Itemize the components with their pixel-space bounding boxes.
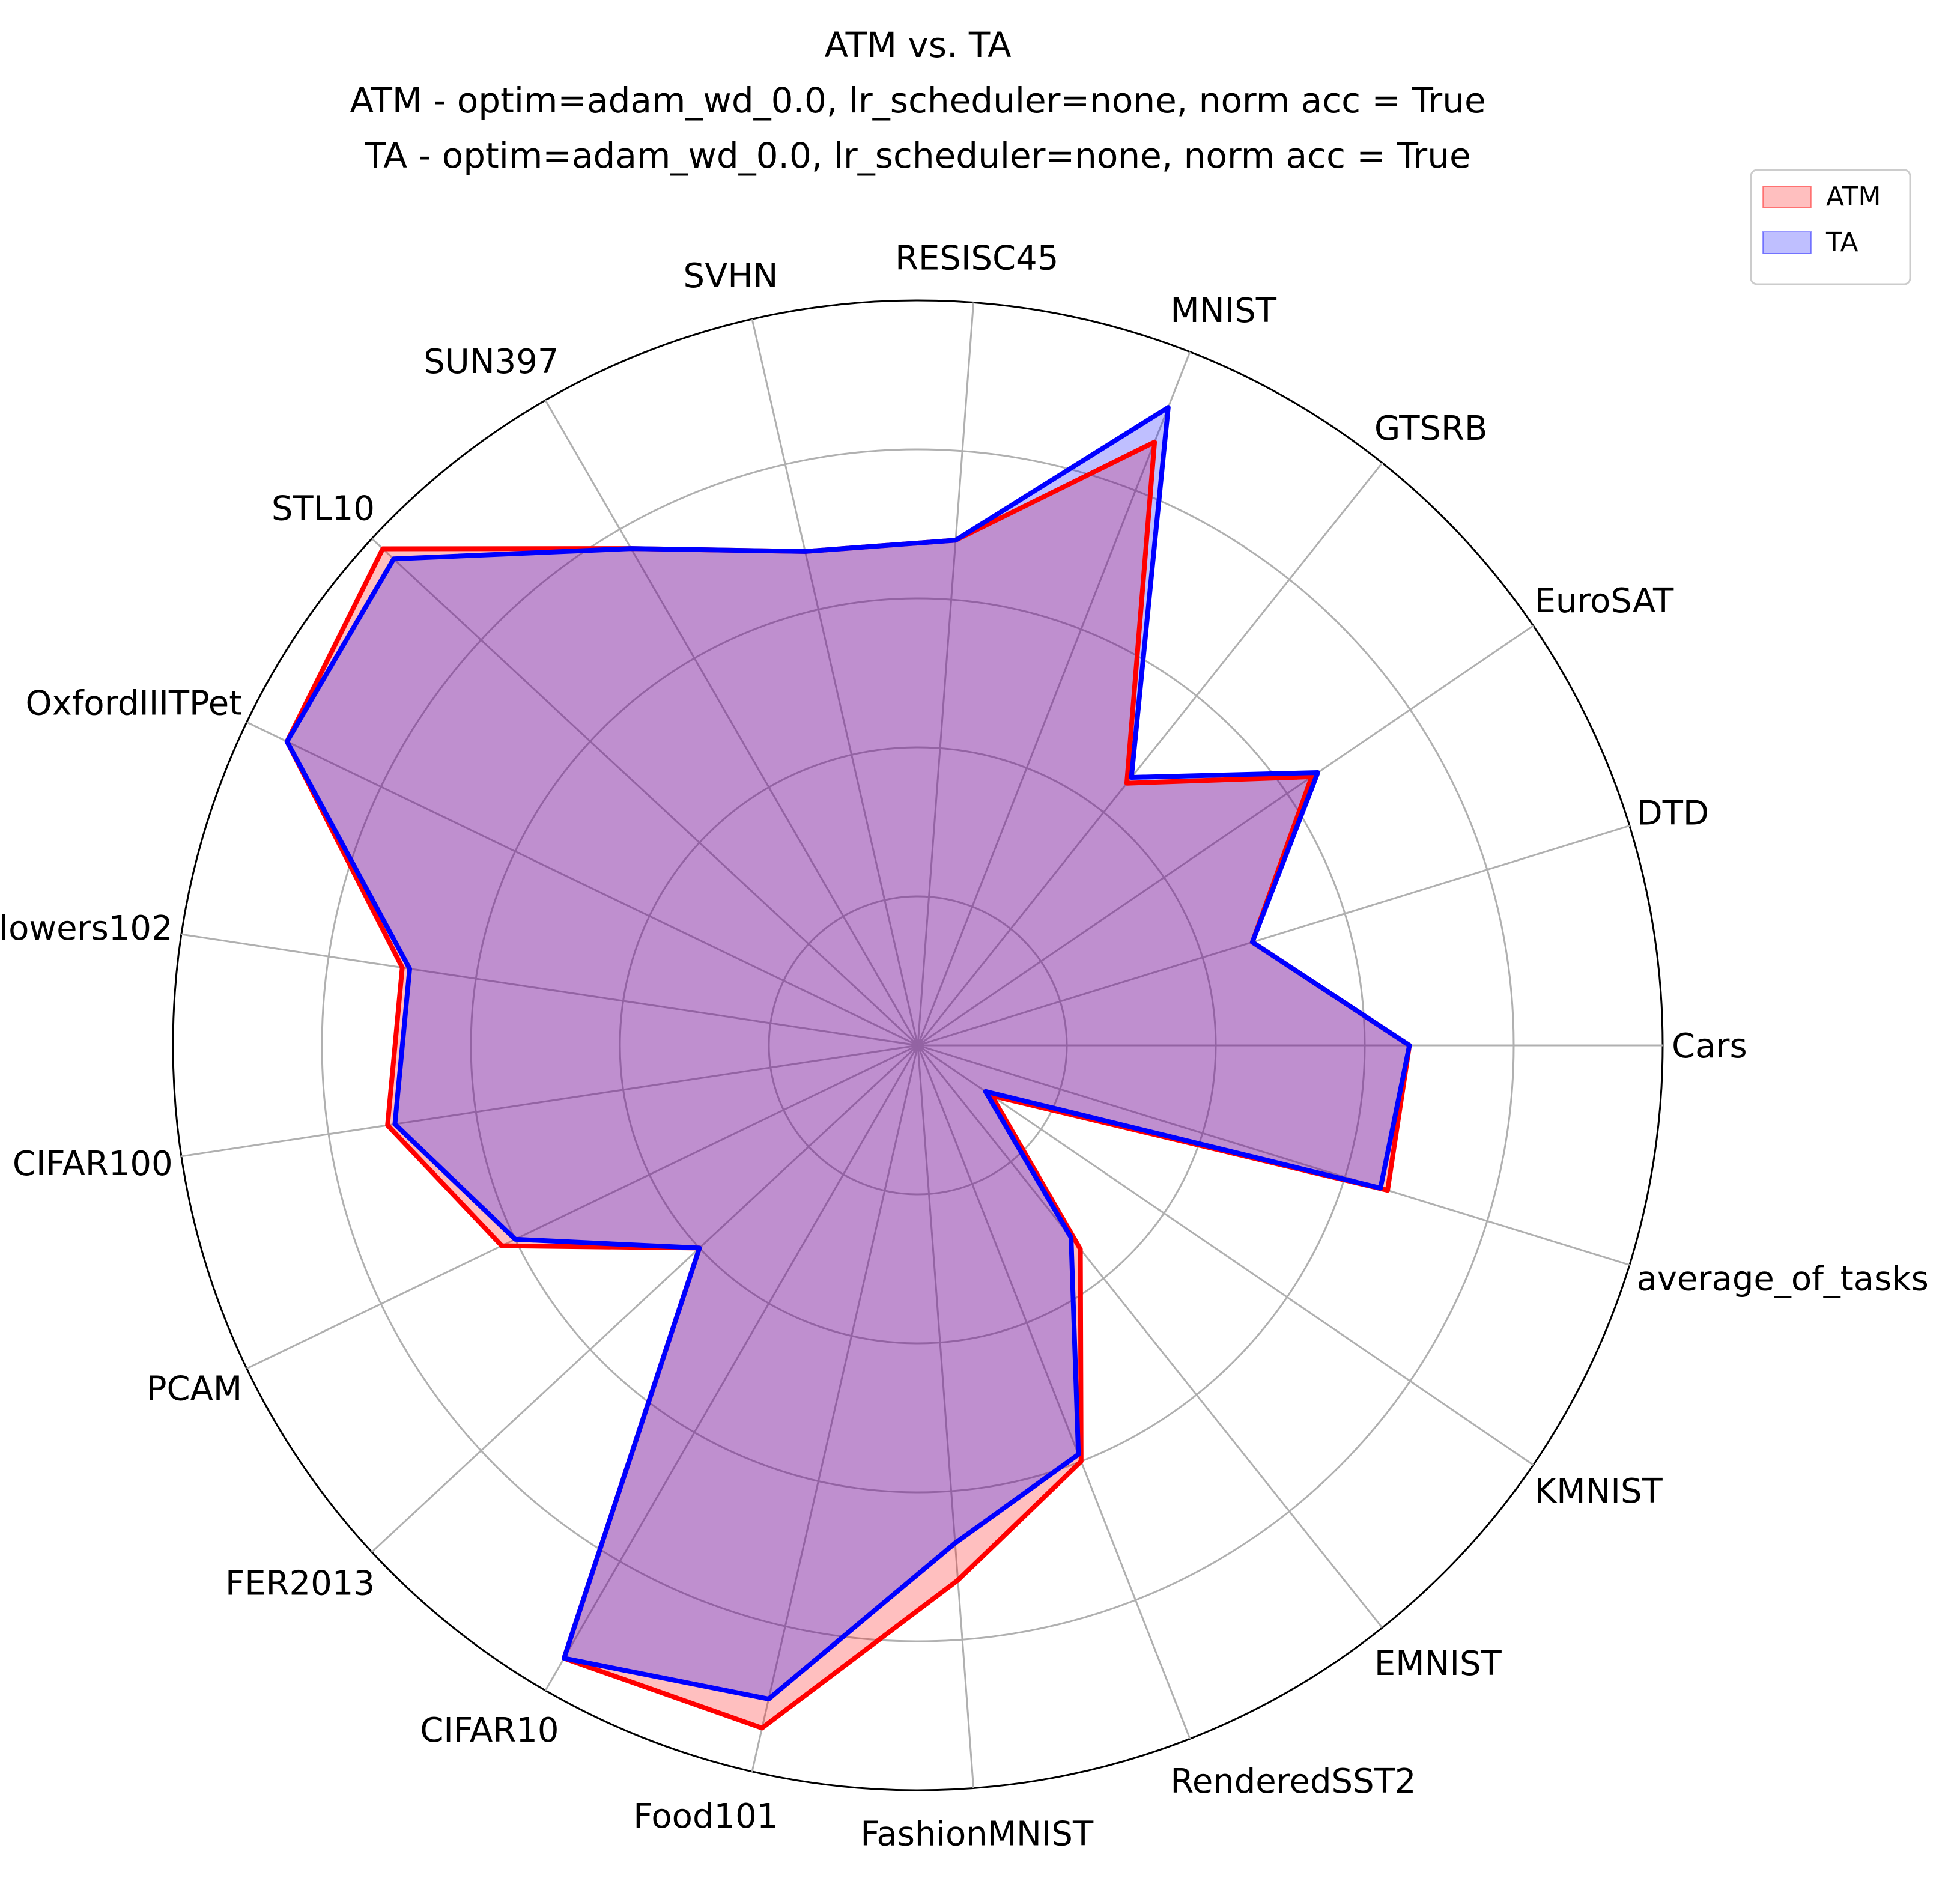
legend-swatch-ta <box>1762 231 1812 254</box>
grid-spoke <box>246 1044 918 1370</box>
legend: ATM TA <box>1750 169 1911 285</box>
grid-spoke <box>544 1045 919 1691</box>
grid-spoke <box>246 721 918 1047</box>
category-label: FER2013 <box>225 1564 375 1603</box>
grid-spoke <box>917 1044 1534 1466</box>
category-label: DTD <box>1637 794 1709 833</box>
grid-spoke <box>917 1045 1191 1739</box>
category-label: FashionMNIST <box>860 1814 1094 1853</box>
category-label: KMNIST <box>1535 1472 1663 1511</box>
category-label: OxfordIIITPet <box>26 684 243 723</box>
title-line-2: TA - optim=adam_wd_0.0, lr_scheduler=non… <box>364 135 1470 176</box>
category-label: MNIST <box>1170 291 1276 330</box>
grid-spoke <box>917 351 1191 1046</box>
legend-box <box>1750 169 1911 285</box>
category-label: Flowers102 <box>0 909 173 948</box>
category-label: average_of_tasks <box>1637 1260 1929 1299</box>
grid-spoke <box>544 400 919 1046</box>
grid-spoke <box>371 538 919 1047</box>
series-line-atm <box>284 439 1412 1731</box>
legend-label-ta: TA <box>1825 227 1858 258</box>
title-line-0: ATM vs. TA <box>824 25 1011 65</box>
legend-label-atm: ATM <box>1826 181 1881 212</box>
grid-spoke <box>181 933 918 1047</box>
series-area <box>284 405 1412 1731</box>
grid-spoke <box>917 1044 1630 1266</box>
category-label: GTSRB <box>1374 409 1487 448</box>
category-label: PCAM <box>147 1370 243 1409</box>
grid-spoke <box>751 318 919 1046</box>
series-line-ta <box>284 405 1412 1701</box>
category-label: CIFAR10 <box>420 1711 559 1750</box>
category-label: RenderedSST2 <box>1170 1762 1416 1801</box>
category-label: RESISC45 <box>895 239 1058 278</box>
title-line-1: ATM - optim=adam_wd_0.0, lr_scheduler=no… <box>350 80 1485 121</box>
category-label: Food101 <box>633 1797 778 1836</box>
grid-spoke <box>917 462 1383 1046</box>
grid-spoke <box>917 1045 975 1788</box>
polar-grid <box>172 299 1664 1791</box>
grid-spoke <box>917 1045 1383 1629</box>
category-label: SVHN <box>684 257 778 296</box>
category-labels: Cars DTD EuroSAT GTSRB MNIST RESISC45 SVHN SUN3… <box>0 239 1929 1854</box>
series-fill-atm <box>287 442 1410 1728</box>
grid-spoke <box>371 1044 919 1553</box>
grid-spoke <box>917 302 975 1046</box>
category-label: SUN397 <box>423 342 559 381</box>
grid-spoke <box>917 625 1534 1047</box>
grid-spoke <box>917 825 1630 1047</box>
category-label: EMNIST <box>1374 1644 1502 1683</box>
legend-swatch-atm <box>1762 186 1812 208</box>
chart-title: ATM vs. TA ATM - optim=adam_wd_0.0, lr_sc… <box>350 25 1485 176</box>
category-label: EuroSAT <box>1535 582 1674 621</box>
series-fill-ta <box>287 407 1410 1699</box>
category-label: STL10 <box>272 490 375 529</box>
category-label: Cars <box>1672 1027 1747 1066</box>
grid-spoke <box>181 1044 918 1158</box>
grid-spoke <box>751 1045 919 1772</box>
category-label: CIFAR100 <box>13 1144 173 1184</box>
